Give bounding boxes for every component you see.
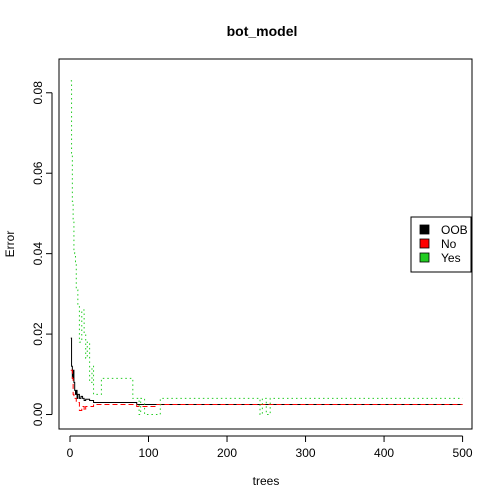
y-tick-label: 0.06 [31, 161, 45, 185]
y-tick-label: 0.08 [31, 81, 45, 105]
series-line-oob [70, 337, 463, 405]
y-tick-label: 0.02 [31, 322, 45, 346]
plot-area [58, 58, 473, 430]
y-tick-label: 0.04 [31, 242, 45, 266]
legend-label-oob: OOB [441, 223, 468, 237]
x-axis-label: trees [253, 474, 280, 488]
legend-swatch-oob [419, 224, 430, 235]
x-tick-label: 500 [453, 446, 473, 460]
legend-label-no: No [441, 237, 457, 251]
x-tick-label: 300 [296, 446, 316, 460]
y-axis: 0.00 0.02 0.04 0.06 0.08 [31, 81, 53, 427]
series-layer [70, 80, 463, 416]
x-tick-label: 0 [67, 446, 74, 460]
x-tick-label: 100 [138, 446, 158, 460]
chart-title: bot_model [227, 23, 298, 39]
series-line-no [70, 369, 463, 411]
y-tick-label: 0.00 [31, 403, 45, 427]
legend-label-yes: Yes [441, 251, 461, 265]
x-tick-label: 400 [374, 446, 394, 460]
x-tick-label: 200 [217, 446, 237, 460]
legend-swatch-yes [419, 252, 430, 263]
y-axis-label: Error [3, 231, 17, 258]
x-axis: 0 100 200 300 400 500 [67, 435, 473, 460]
legend-swatch-no [419, 238, 430, 249]
series-line-yes [70, 80, 463, 416]
